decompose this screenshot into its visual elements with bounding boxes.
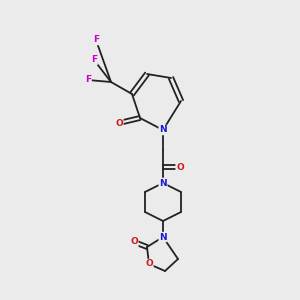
Text: N: N (159, 178, 167, 188)
Text: O: O (145, 260, 153, 268)
Text: N: N (159, 232, 167, 242)
Text: O: O (115, 118, 123, 127)
Text: O: O (130, 238, 138, 247)
Text: O: O (176, 163, 184, 172)
Text: F: F (85, 76, 91, 85)
Text: N: N (159, 125, 167, 134)
Text: F: F (93, 35, 99, 44)
Text: F: F (91, 56, 97, 64)
